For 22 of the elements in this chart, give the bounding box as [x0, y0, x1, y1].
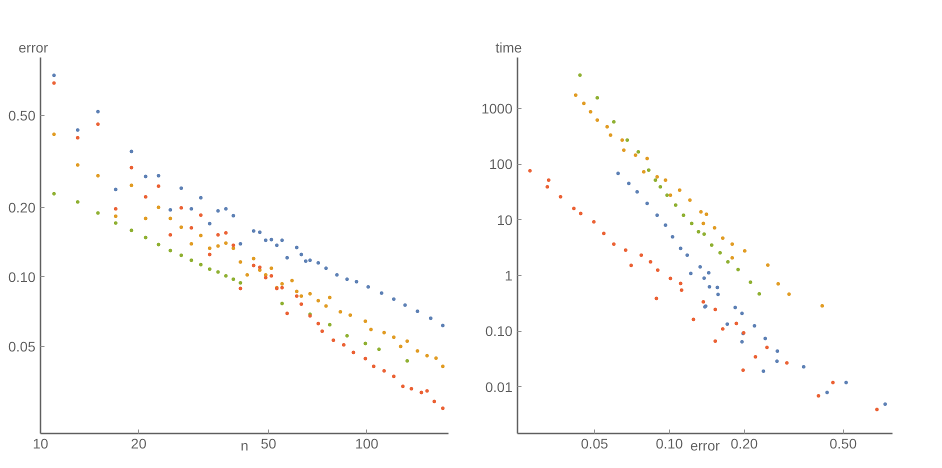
x-tick-label: 50: [260, 436, 277, 452]
x-tick-label: 0.10: [656, 436, 684, 452]
y-tick-label: 1000: [481, 100, 513, 116]
y-tick-label: 0.20: [8, 199, 36, 216]
x-axis-title: error: [690, 438, 720, 454]
x-tick-label: 10: [32, 436, 48, 452]
y-tick-label: 0.10: [485, 323, 513, 340]
x-tick-label: 0.50: [829, 436, 857, 452]
y-tick-label: 0.50: [8, 107, 36, 124]
y-axis-title: time: [496, 40, 522, 56]
y-axis-title: error: [18, 40, 48, 56]
y-tick-label: 0.05: [8, 338, 36, 354]
x-tick-label: 0.05: [580, 436, 608, 452]
y-tick-label: 0.10: [8, 268, 36, 285]
x-tick-label: 100: [355, 436, 379, 452]
x-tick-label: 20: [130, 436, 147, 452]
y-tick-label: 10: [496, 212, 513, 228]
x-tick-label: 0.20: [730, 436, 758, 452]
x-axis-title: n: [240, 438, 248, 454]
y-tick-label: 100: [489, 156, 513, 172]
y-tick-label: 0.01: [485, 378, 513, 395]
y-tick-label: 1: [504, 268, 513, 284]
